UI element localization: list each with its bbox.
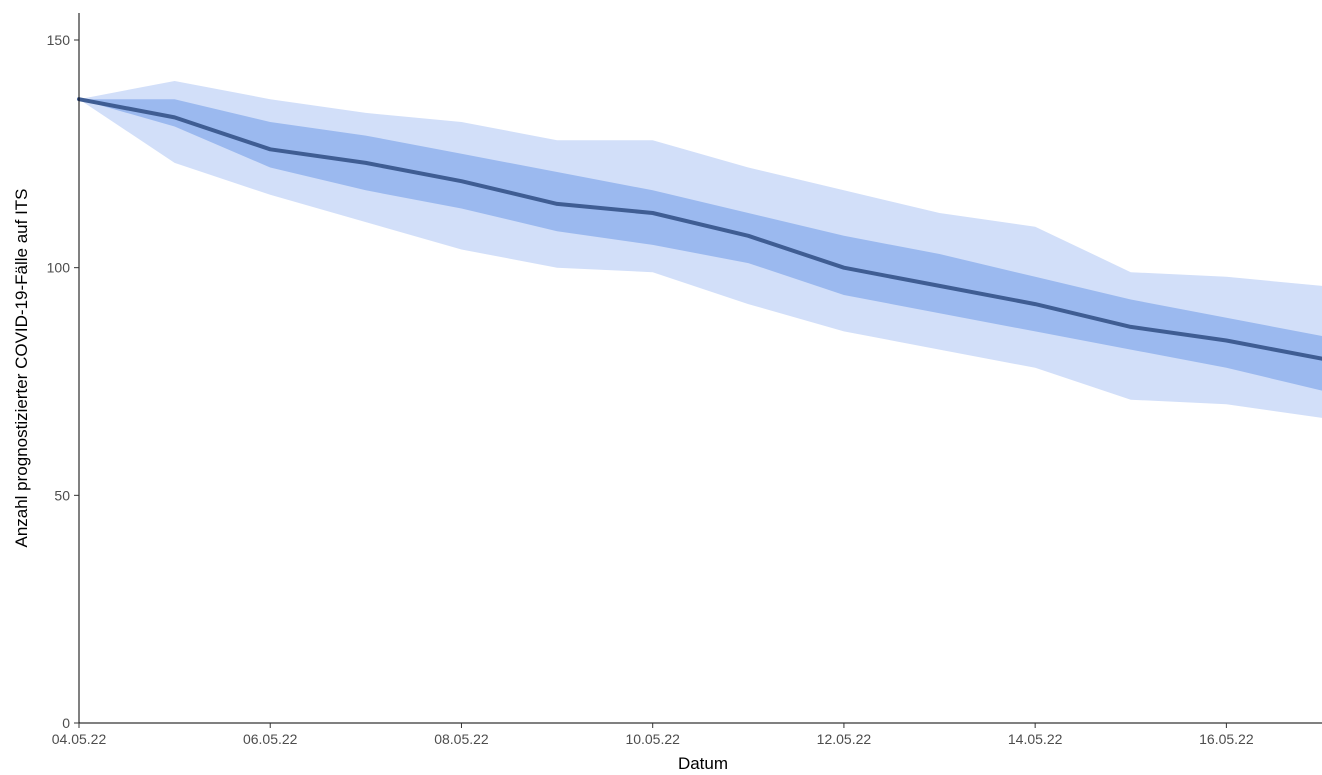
x-tick-label: 06.05.22: [243, 731, 298, 747]
y-tick-label: 0: [62, 715, 70, 731]
ticks-group: 0 50 100 150 04.05.22 06.05.22 08.05.22 10.05.2…: [47, 32, 1254, 747]
y-axis-title: Anzahl prognostizierter COVID-19-Fälle a…: [12, 188, 31, 547]
x-tick-label: 12.05.22: [817, 731, 872, 747]
x-tick-label: 04.05.22: [52, 731, 107, 747]
x-axis-title: Datum: [678, 754, 728, 773]
y-tick-label: 100: [47, 260, 71, 276]
median-line: [77, 97, 1322, 361]
bands-group: [79, 81, 1322, 418]
y-tick-label: 50: [54, 487, 70, 503]
axes-group: [78, 13, 1322, 724]
x-tick-label: 16.05.22: [1199, 731, 1254, 747]
x-tick-label: 14.05.22: [1008, 731, 1063, 747]
median-line-group: [77, 97, 1322, 361]
y-tick-label: 150: [47, 32, 71, 48]
inner-band-area: [79, 99, 1322, 391]
x-tick-label: 10.05.22: [625, 731, 680, 747]
x-tick-label: 08.05.22: [434, 731, 489, 747]
